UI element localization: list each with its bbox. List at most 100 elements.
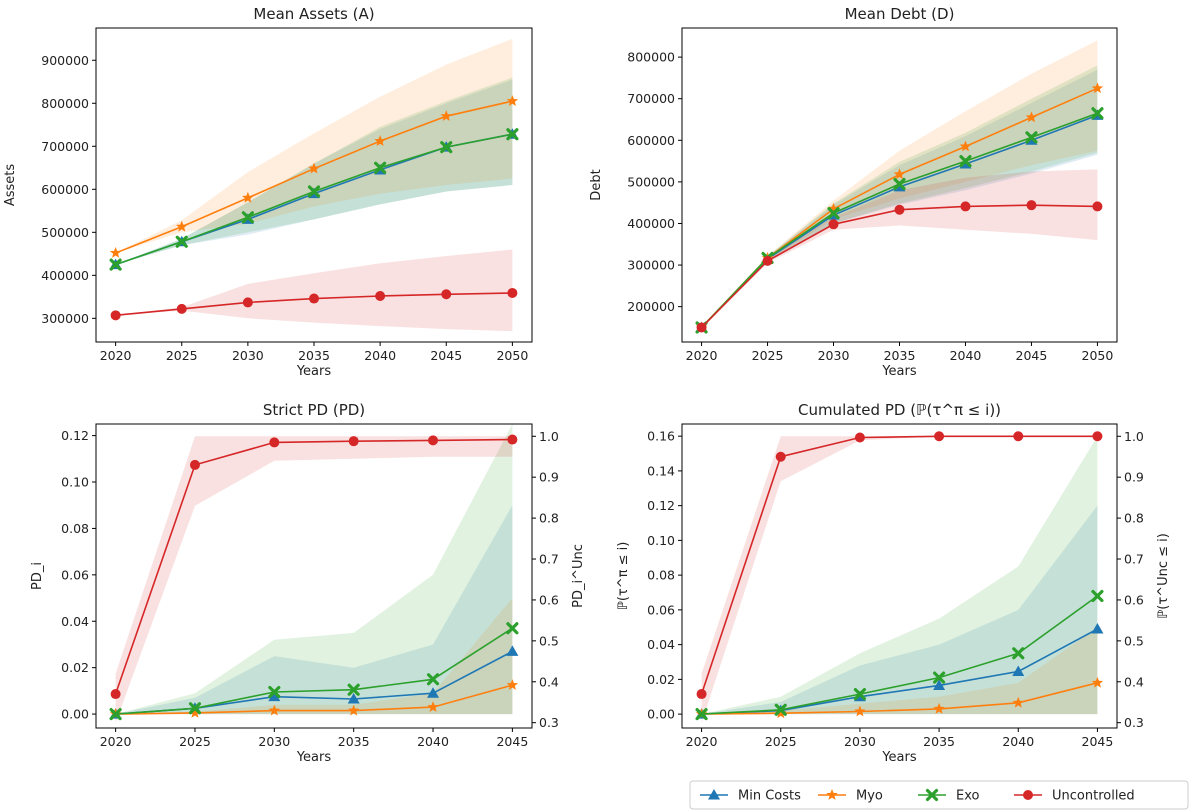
legend-marker-exo bbox=[925, 788, 939, 802]
data-point-exo bbox=[774, 703, 787, 716]
legend-item-uncontrolled: Uncontrolled bbox=[1014, 789, 1135, 804]
series-line-exo bbox=[115, 627, 513, 715]
data-point-exo bbox=[307, 185, 321, 198]
band-exo bbox=[701, 65, 1098, 328]
y-tick-label: 0.10 bbox=[61, 475, 89, 490]
y-tick-label: 700000 bbox=[627, 91, 675, 106]
band-myo bbox=[115, 38, 513, 253]
legend-item-min-costs: Min Costs bbox=[700, 789, 801, 804]
data-point-exo bbox=[853, 688, 867, 701]
data-point-uncontrolled bbox=[507, 434, 518, 445]
x-tick-label: 2030 bbox=[844, 734, 876, 749]
data-point-myo bbox=[506, 679, 519, 690]
data-point-uncontrolled bbox=[696, 689, 707, 700]
data-point-myo bbox=[308, 162, 320, 174]
data-point-exo bbox=[827, 206, 840, 220]
legend-item-exo: Exo bbox=[918, 789, 980, 804]
data-point-myo bbox=[268, 704, 281, 716]
data-point-exo bbox=[347, 683, 360, 696]
y2-axis-label: PD_i^Unc bbox=[571, 544, 586, 608]
y-tick-label: 0.16 bbox=[647, 429, 675, 444]
y2-tick-label: 0.5 bbox=[1124, 633, 1144, 648]
band-exo bbox=[115, 424, 513, 715]
data-point-uncontrolled bbox=[1026, 200, 1037, 211]
x-tick-label: 2025 bbox=[179, 734, 211, 749]
legend-label-uncontrolled: Uncontrolled bbox=[1052, 789, 1135, 804]
y-axis-label: PD_i bbox=[30, 562, 45, 590]
y-tick-label: 0.06 bbox=[61, 567, 89, 582]
x-tick-label: 2025 bbox=[765, 734, 797, 749]
y2-tick-label: 0.3 bbox=[1124, 715, 1144, 730]
data-point-min-costs bbox=[933, 679, 946, 690]
y-tick-label: 600000 bbox=[627, 133, 675, 148]
x-tick-label: 2030 bbox=[232, 348, 264, 363]
x-tick-label: 2030 bbox=[818, 348, 850, 363]
data-point-min-costs bbox=[506, 645, 519, 656]
data-point-uncontrolled bbox=[242, 297, 253, 308]
y2-tick-label: 0.6 bbox=[539, 592, 559, 607]
y-tick-label: 500000 bbox=[627, 174, 675, 189]
data-point-myo bbox=[1091, 82, 1104, 94]
y-tick-label: 900000 bbox=[41, 53, 89, 68]
y-tick-label: 0.12 bbox=[61, 428, 89, 443]
data-point-uncontrolled bbox=[269, 437, 280, 448]
x-tick-label: 2045 bbox=[496, 734, 528, 749]
y2-tick-label: 0.8 bbox=[539, 511, 559, 526]
x-tick-label: 2045 bbox=[430, 348, 462, 363]
y-tick-label: 0.10 bbox=[647, 533, 675, 548]
data-point-myo bbox=[854, 705, 866, 717]
x-tick-label: 2020 bbox=[100, 734, 132, 749]
data-point-myo bbox=[189, 706, 201, 718]
data-point-exo bbox=[1091, 589, 1104, 603]
data-point-exo bbox=[374, 161, 387, 174]
data-point-exo bbox=[1025, 131, 1038, 144]
data-point-myo bbox=[893, 168, 906, 180]
data-point-exo bbox=[268, 685, 281, 699]
data-point-uncontrolled bbox=[854, 432, 865, 443]
data-point-uncontrolled bbox=[428, 435, 439, 446]
y2-tick-label: 0.7 bbox=[539, 552, 559, 567]
y2-tick-label: 0.4 bbox=[1124, 674, 1144, 689]
data-point-min-costs bbox=[1091, 622, 1104, 634]
data-point-uncontrolled bbox=[1092, 201, 1103, 212]
band-myo bbox=[115, 598, 513, 715]
data-point-uncontrolled bbox=[441, 289, 452, 300]
series-line-exo bbox=[701, 595, 1098, 715]
x-axis-label: Years bbox=[881, 364, 917, 379]
y2-tick-label: 0.7 bbox=[1124, 552, 1144, 567]
y2-tick-label: 1.0 bbox=[1124, 429, 1144, 444]
plot-frame bbox=[681, 423, 1118, 729]
data-point-uncontrolled bbox=[960, 201, 971, 212]
band-min-costs bbox=[701, 69, 1098, 328]
data-point-uncontrolled bbox=[775, 451, 786, 462]
band-min-costs bbox=[115, 79, 513, 265]
x-tick-label: 2035 bbox=[923, 734, 955, 749]
y-tick-label: 200000 bbox=[627, 299, 675, 314]
data-point-myo bbox=[775, 707, 787, 719]
x-tick-label: 2020 bbox=[100, 348, 132, 363]
x-tick-label: 2020 bbox=[686, 348, 718, 363]
data-point-myo bbox=[506, 95, 519, 106]
y-tick-label: 300000 bbox=[41, 311, 89, 326]
chart-title: Mean Assets (A) bbox=[253, 5, 374, 23]
x-tick-label: 2020 bbox=[686, 734, 718, 749]
data-point-uncontrolled bbox=[507, 287, 518, 298]
y-axis-label: ℙ(τ^π ≤ i) bbox=[616, 542, 631, 611]
chart-panel-1: Mean Assets (A) 2020 2025 2030 2035 2040 2045 2… bbox=[3, 5, 533, 379]
x-tick-label: 2040 bbox=[417, 734, 449, 749]
chart-title: Mean Debt (D) bbox=[845, 5, 955, 23]
series-line-myo bbox=[115, 684, 513, 715]
x-tick-label: 2035 bbox=[884, 348, 916, 363]
data-point-exo bbox=[109, 258, 122, 271]
legend: Min Costs Myo Exo Uncontrolled bbox=[689, 780, 1189, 810]
x-tick-label: 2040 bbox=[364, 348, 396, 363]
data-point-uncontrolled bbox=[1092, 431, 1103, 442]
data-point-myo bbox=[933, 702, 945, 714]
series-line-uncontrolled bbox=[114, 438, 513, 695]
x-tick-label: 2040 bbox=[950, 348, 982, 363]
data-point-min-costs bbox=[427, 687, 440, 698]
data-point-exo bbox=[440, 141, 453, 154]
y2-tick-label: 0.8 bbox=[1124, 511, 1144, 526]
band-uncontrolled bbox=[701, 169, 1098, 328]
